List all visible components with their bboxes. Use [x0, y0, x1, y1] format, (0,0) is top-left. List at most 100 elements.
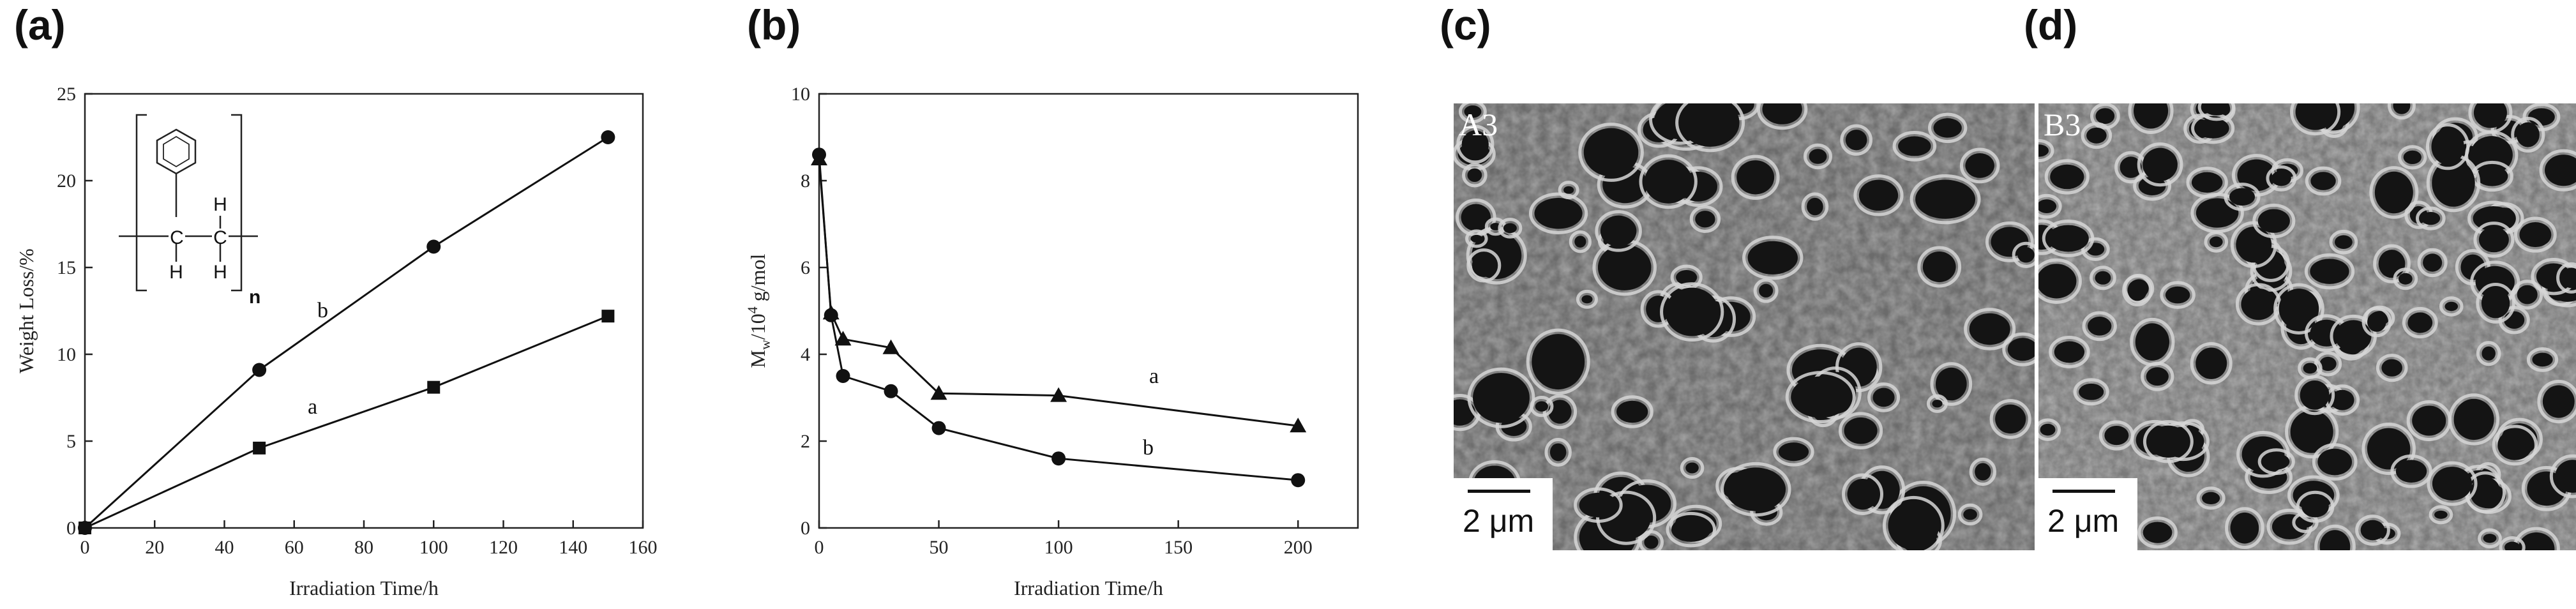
sem-pore-rim [2081, 122, 2113, 149]
sem-pore-rim [1753, 278, 1779, 303]
chart-a-series-b-point [78, 521, 92, 535]
sem-pore-rim [1526, 328, 1590, 395]
chart-a-series-lines [84, 136, 609, 529]
sem-pore [2476, 166, 2508, 186]
sem-pore [2271, 170, 2291, 186]
sem-pore [2393, 103, 2411, 114]
chart-b-series-a-point [1050, 387, 1067, 402]
sem-pore [2444, 301, 2459, 312]
sem-pore [1535, 401, 1548, 412]
sem-pore [2241, 288, 2276, 320]
sem-pore [1841, 347, 1877, 387]
chart-b-series-lines [818, 154, 1299, 481]
sem-scale-bar-a3 [1468, 490, 1530, 493]
chart-b-series-b-point [812, 147, 826, 162]
chart-b-series-markers [811, 147, 1307, 488]
inset-atom-h3: H [213, 262, 227, 283]
sem-pore-rim [2122, 274, 2153, 306]
panel-label-c: (c) [1440, 1, 1491, 49]
chart-a-series-b-line [84, 136, 609, 529]
sem-pore-rim [1569, 230, 1592, 253]
sem-pore [2278, 289, 2319, 329]
sem-sample-label-a3: A3 [1459, 107, 1498, 142]
sem-pore-rim [2373, 244, 2411, 283]
sem-pore-rim [1840, 124, 1872, 156]
sem-pore [2481, 288, 2510, 319]
sem-pore-rim [2499, 536, 2526, 550]
sem-pore-rim [1731, 154, 1780, 200]
sem-pore [2432, 467, 2473, 500]
sem-pore [1549, 443, 1567, 462]
sem-pore [2483, 534, 2497, 543]
sem-pore-rim [1574, 487, 1623, 523]
sem-pore [2434, 510, 2448, 519]
sem-pore [2398, 273, 2413, 285]
sem-pore-rim [2273, 283, 2324, 335]
sem-pore [2095, 108, 2115, 124]
sem-pore [2504, 541, 2520, 550]
sem-pore-rim [2190, 342, 2233, 385]
chart-a-series-a-point [601, 310, 615, 323]
sem-pore-rim [1867, 382, 1901, 412]
sem-pore [1461, 204, 1491, 231]
chart-b-ylabel: Mw/104 g/mol [744, 253, 773, 368]
sem-pore [1467, 168, 1482, 182]
sem-pore [1473, 373, 1530, 423]
sem-pore [1888, 501, 1940, 550]
sem-pore [1747, 241, 1798, 274]
sem-pore [2196, 347, 2227, 379]
sem-pore [1915, 179, 1976, 219]
sem-pore-rim [1660, 282, 1724, 342]
sem-pore-rim [1465, 229, 1488, 248]
sem-pore [2497, 430, 2533, 460]
chart-b-series-b-point [1051, 451, 1066, 466]
sem-pore-rim [2137, 142, 2183, 187]
chart-a-xtick-label: 80 [354, 537, 373, 558]
chart-a-frame [84, 93, 644, 529]
sem-pore [2300, 380, 2330, 410]
chart-a-ytick-label: 10 [57, 344, 76, 365]
sem-pore-rim [2266, 165, 2297, 192]
sem-texture-b3 [2038, 103, 2576, 550]
sem-pore [2038, 264, 2077, 299]
chart-a-xtick-label: 160 [629, 537, 658, 558]
sem-pore-rim [2038, 139, 2054, 163]
sem-pore [2201, 492, 2220, 505]
sem-pore-rim [1842, 473, 1884, 515]
sem-pore [2367, 312, 2386, 332]
sem-pore [1470, 234, 1483, 243]
sem-pore [1791, 376, 1851, 418]
sem-pore [2086, 127, 2107, 144]
sem-pore-rim [2002, 332, 2035, 366]
sem-pore-rim [2225, 507, 2264, 549]
sem-pore [1579, 492, 1618, 518]
sem-pore [1975, 463, 1991, 481]
sem-pore [1965, 153, 1994, 178]
sem-pore-rim [1530, 396, 1554, 417]
sem-pore-rim [2082, 311, 2117, 342]
sem-pore [2230, 512, 2259, 544]
sem-pore [2532, 352, 2553, 367]
sem-pore-rim [2296, 490, 2335, 523]
chart-a-inset-atoms: C C H H H n [169, 194, 260, 308]
panel-label-a: (a) [14, 1, 66, 49]
chart-a-xtick-label: 20 [145, 537, 164, 558]
sem-pore-rim [2429, 505, 2453, 525]
sem-pore [1464, 105, 1482, 118]
sem-pore [2038, 144, 2049, 157]
chart-b-series-b-point [836, 369, 850, 383]
sem-pore-rim [2537, 379, 2576, 424]
inset-atom-c2: C [213, 227, 227, 248]
sem-pore-rim [1803, 143, 1832, 170]
chart-b-ytick-label: 6 [801, 257, 810, 278]
sem-pore [2475, 266, 2515, 298]
sem-pore-rim [1576, 289, 1598, 309]
chart-b-ytick-label: 2 [801, 431, 810, 452]
sem-pore-rim [2257, 448, 2295, 476]
sem-pore [2134, 103, 2169, 129]
chart-b-ytick-label: 8 [801, 170, 810, 192]
sem-pore-rim [2439, 296, 2464, 317]
sem-pore-rim [1838, 412, 1883, 449]
sem-pore [2038, 199, 2057, 213]
sem-pore-rim [1989, 399, 2031, 439]
